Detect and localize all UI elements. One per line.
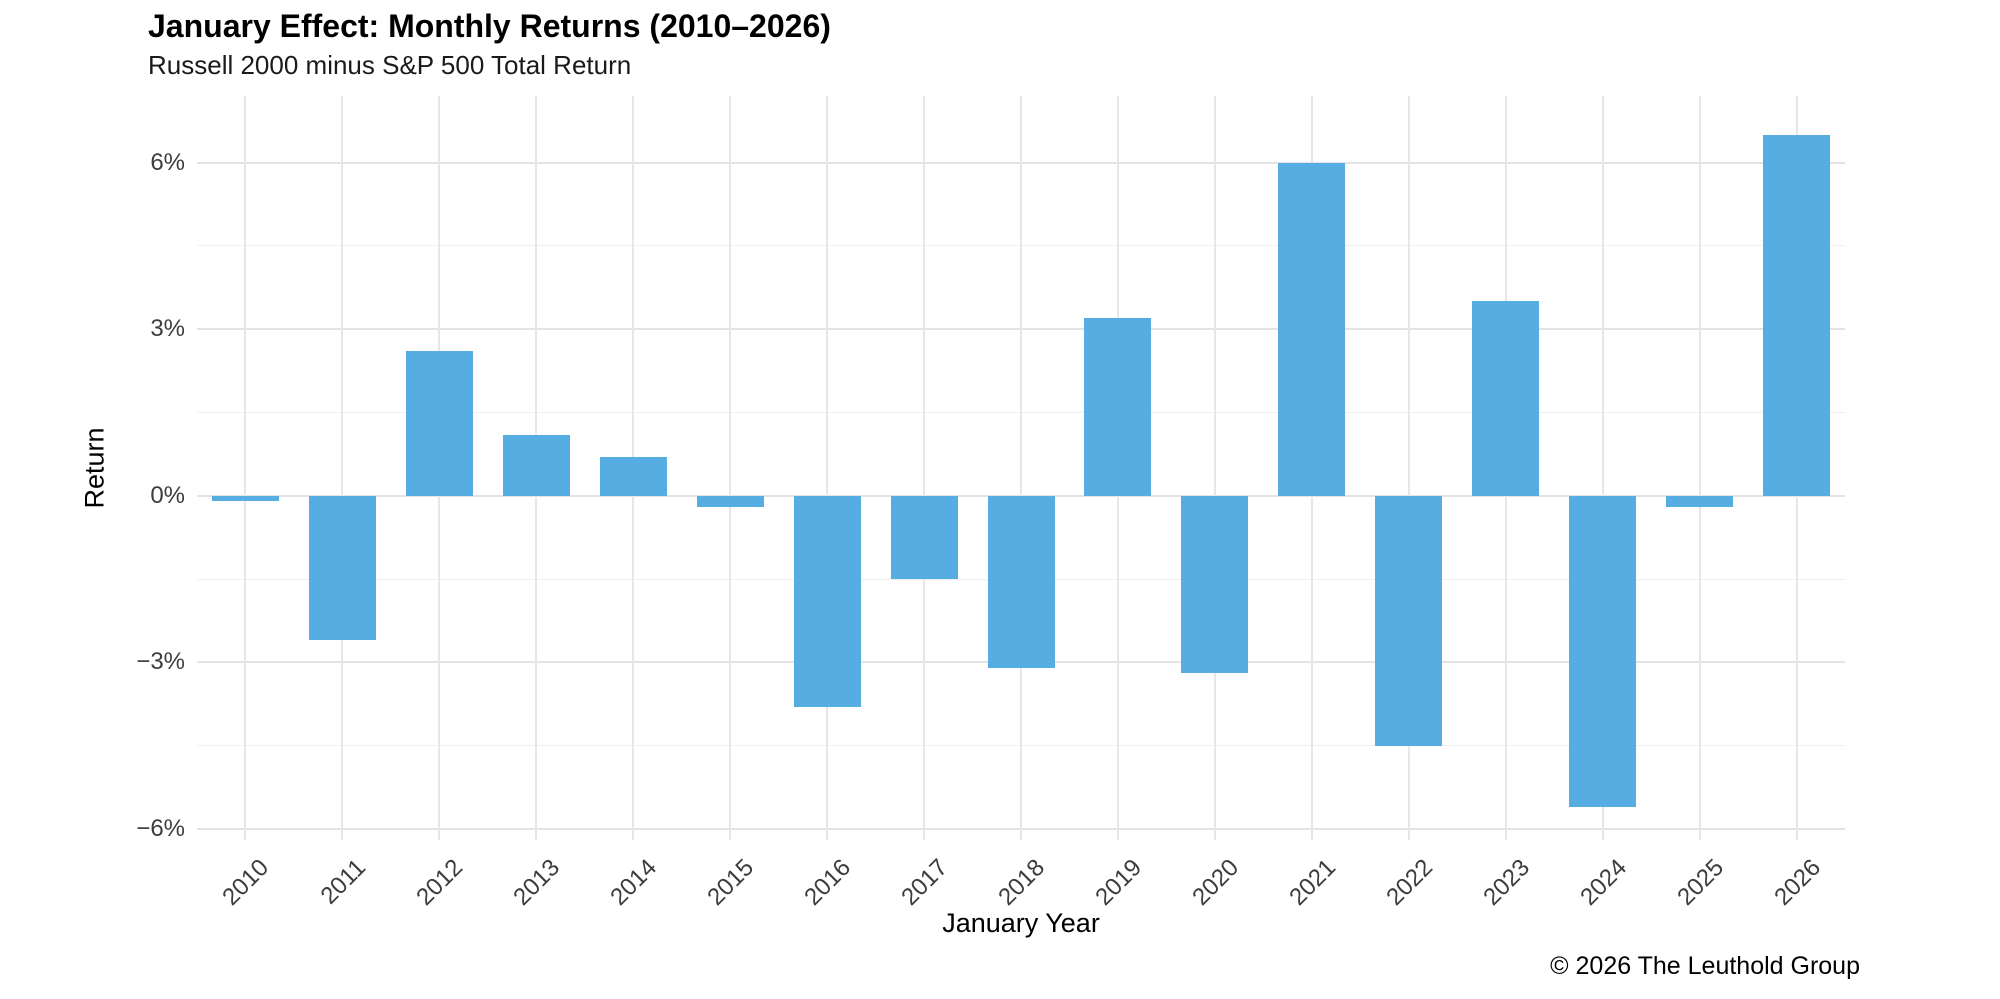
gridline-x-2020: [1213, 96, 1216, 840]
x-tick-label-2014: 2014: [605, 854, 663, 911]
x-tick-label-2011: 2011: [315, 854, 372, 910]
chart-title: January Effect: Monthly Returns (2010–20…: [148, 8, 831, 44]
gridline-x-2025: [1698, 96, 1701, 840]
bar-2013: [502, 434, 570, 496]
bar-2015: [696, 495, 764, 507]
gridline-x-2024: [1601, 96, 1604, 840]
x-tick-label-2017: 2017: [896, 854, 954, 911]
bar-2026: [1763, 134, 1831, 496]
gridline-x-2015: [729, 96, 732, 840]
bar-2014: [599, 456, 667, 496]
x-tick-label-2019: 2019: [1090, 854, 1148, 911]
gridline-x-2016: [826, 96, 829, 840]
y-tick-label--6: −6%: [136, 814, 185, 842]
y-tick-label-6: 6%: [150, 148, 185, 176]
bar-2021: [1278, 162, 1346, 496]
gridline-x-2010: [244, 96, 247, 840]
x-tick-label-2010: 2010: [217, 854, 275, 911]
bar-2019: [1084, 318, 1152, 496]
bar-2023: [1472, 301, 1540, 496]
gridline-x-2018: [1020, 96, 1022, 840]
gridline-x-2011: [341, 96, 344, 840]
x-tick-label-2024: 2024: [1574, 854, 1632, 911]
x-tick-label-2020: 2020: [1187, 854, 1244, 911]
bar-2022: [1375, 495, 1443, 746]
copyright-notice: © 2026 The Leuthold Group: [1550, 952, 1860, 980]
bar-2010: [211, 495, 279, 502]
x-tick-label-2012: 2012: [411, 854, 469, 911]
x-tick-label-2021: 2021: [1284, 854, 1341, 911]
bar-2016: [793, 495, 861, 707]
bar-2011: [308, 495, 376, 641]
gridline-x-2022: [1407, 96, 1410, 840]
x-tick-label-2026: 2026: [1768, 854, 1826, 911]
y-tick-label-3: 3%: [150, 315, 185, 343]
x-tick-label-2015: 2015: [702, 854, 760, 911]
x-tick-label-2013: 2013: [508, 854, 566, 911]
x-tick-label-2018: 2018: [993, 854, 1051, 911]
bar-2018: [987, 495, 1055, 668]
x-tick-label-2022: 2022: [1380, 854, 1438, 911]
x-tick-label-2025: 2025: [1671, 854, 1729, 911]
x-axis-title: January Year: [942, 908, 1100, 938]
bar-2020: [1181, 495, 1249, 674]
y-tick-label--3: −3%: [136, 648, 185, 676]
x-tick-label-2016: 2016: [799, 854, 857, 911]
bar-2017: [890, 495, 958, 580]
y-tick-label-0: 0%: [150, 481, 185, 509]
gridline-x-2017: [923, 96, 926, 840]
x-tick-label-2023: 2023: [1477, 854, 1535, 911]
bar-2012: [405, 351, 473, 496]
bar-2024: [1569, 495, 1637, 807]
chart-subtitle: Russell 2000 minus S&P 500 Total Return: [148, 50, 632, 80]
bar-2025: [1666, 495, 1734, 507]
